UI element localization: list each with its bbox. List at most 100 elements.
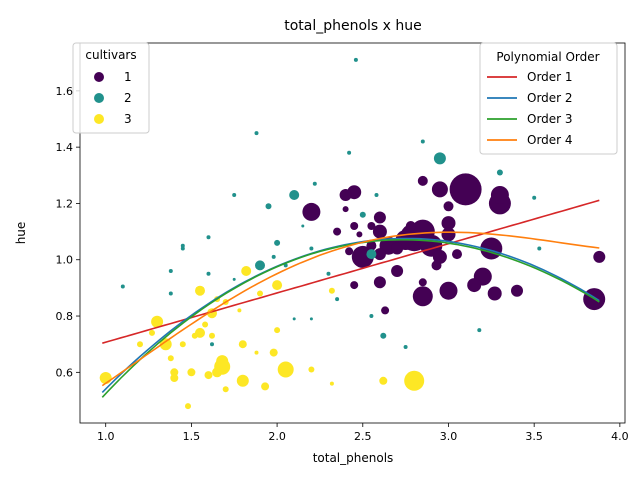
y-tick-label: 1.4 [56, 141, 74, 154]
point-cultivar-3 [167, 355, 174, 362]
point-cultivar-1 [441, 227, 456, 242]
point-cultivar-3 [269, 348, 278, 357]
point-cultivar-3 [151, 315, 164, 328]
point-cultivar-3 [191, 332, 198, 339]
point-cultivar-1 [373, 276, 386, 289]
point-cultivar-1 [372, 224, 387, 239]
point-cultivar-1 [405, 221, 416, 231]
legend-label-order-2: Order 2 [527, 91, 573, 105]
point-cultivar-1 [432, 249, 447, 264]
point-cultivar-1 [350, 281, 359, 290]
point-cultivar-3 [187, 368, 196, 377]
point-cultivar-1 [333, 227, 342, 236]
point-cultivar-2 [206, 235, 211, 240]
point-cultivar-3 [274, 327, 281, 334]
point-cultivar-3 [99, 372, 112, 384]
point-cultivar-2 [309, 317, 313, 321]
point-cultivar-1 [412, 286, 433, 307]
point-cultivar-2 [206, 271, 211, 276]
x-tick-label: 2.5 [354, 430, 372, 443]
point-cultivar-3 [209, 332, 215, 339]
point-cultivar-1 [452, 249, 462, 260]
legend-marker-2 [94, 93, 104, 103]
legend-marker-1 [94, 72, 104, 82]
legend-label-3: 3 [124, 112, 132, 126]
point-cultivar-3 [212, 367, 223, 378]
point-cultivar-3 [254, 350, 259, 355]
point-cultivar-3 [195, 285, 205, 296]
point-cultivar-2 [255, 260, 265, 271]
point-cultivar-3 [272, 280, 283, 291]
point-cultivar-2 [374, 193, 379, 197]
point-cultivar-2 [289, 190, 300, 200]
point-cultivar-2 [359, 211, 366, 218]
point-cultivar-2 [210, 342, 214, 347]
point-cultivar-3 [328, 287, 335, 294]
point-cultivar-3 [137, 341, 143, 348]
legend-marker-3 [94, 114, 104, 124]
legend-label-order-3: Order 3 [527, 112, 573, 126]
point-cultivar-3 [202, 321, 209, 328]
point-cultivar-3 [236, 374, 249, 387]
y-axis-label: hue [14, 222, 28, 245]
x-tick-label: 1.5 [183, 430, 201, 443]
point-cultivar-3 [379, 376, 388, 385]
point-cultivar-1 [511, 284, 523, 297]
point-cultivar-1 [350, 222, 359, 230]
point-cultivar-3 [185, 403, 191, 410]
point-cultivar-2 [309, 246, 314, 251]
point-cultivar-1 [417, 175, 428, 186]
point-cultivar-1 [345, 247, 354, 256]
point-cultivar-1 [373, 248, 386, 261]
legend-cultivars: cultivars 1 2 3 [72, 42, 150, 134]
point-cultivar-1 [441, 216, 456, 231]
fit-line-order-4 [101, 231, 600, 387]
point-cultivar-1 [356, 231, 363, 238]
point-cultivar-1 [367, 222, 376, 230]
point-cultivar-1 [593, 250, 606, 263]
legend-label-2: 2 [124, 91, 132, 105]
x-tick-label: 4.0 [611, 430, 629, 443]
point-cultivar-2 [292, 317, 296, 321]
point-cultivar-2 [180, 246, 185, 251]
point-cultivar-2 [254, 131, 259, 136]
plot-frame [79, 42, 626, 424]
point-cultivar-2 [180, 243, 185, 248]
point-cultivar-3 [204, 371, 213, 380]
point-cultivar-3 [222, 386, 229, 393]
point-cultivar-3 [404, 370, 425, 391]
point-cultivar-2 [120, 284, 125, 289]
x-axis: 1.0 1.5 2.0 2.5 3.0 3.5 4.0 [97, 423, 629, 443]
fit-lines [101, 199, 600, 398]
point-cultivar-2 [403, 345, 408, 349]
point-cultivar-3 [308, 366, 315, 373]
point-cultivar-3 [216, 355, 229, 368]
point-cultivar-3 [329, 381, 334, 386]
point-cultivar-2 [532, 195, 537, 200]
legend-label-order-1: Order 1 [527, 70, 573, 84]
point-cultivar-1 [431, 181, 448, 198]
point-cultivar-2 [265, 203, 272, 210]
fit-line-order-3 [101, 239, 600, 398]
point-cultivar-1 [342, 206, 349, 213]
point-cultivar-3 [241, 266, 252, 276]
legend-cultivars-title: cultivars [85, 48, 136, 62]
point-cultivar-1 [339, 189, 352, 201]
point-cultivar-2 [168, 269, 173, 273]
point-cultivar-1 [373, 211, 386, 224]
point-cultivar-1 [391, 265, 404, 277]
point-cultivar-2 [312, 181, 317, 186]
point-cultivar-1 [366, 240, 377, 251]
point-cultivar-3 [170, 374, 179, 382]
point-cultivar-2 [232, 277, 236, 281]
y-tick-label: 1.0 [56, 254, 74, 267]
point-cultivar-3 [261, 382, 270, 391]
point-cultivar-3 [170, 368, 179, 377]
legend-polynomial-order: Polynomial Order Order 1 Order 2 Order 3… [479, 42, 618, 155]
point-cultivar-3 [179, 341, 186, 348]
y-axis: 0.6 0.8 1.0 1.2 1.4 1.6 [56, 85, 80, 379]
point-cultivar-1 [381, 306, 390, 315]
point-cultivar-2 [537, 246, 542, 251]
point-cultivar-1 [467, 278, 482, 293]
legend-order-title: Polynomial Order [496, 50, 599, 64]
